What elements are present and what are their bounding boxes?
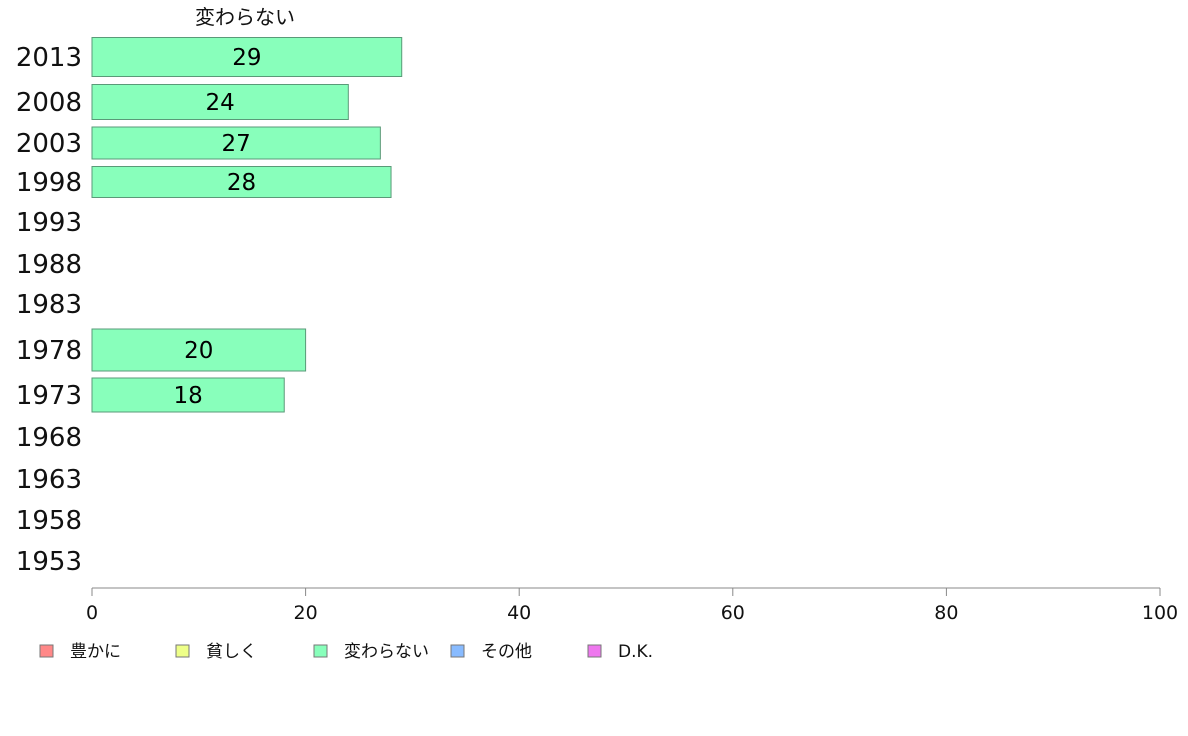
category-label-1998: 1998 bbox=[16, 168, 82, 198]
x-tick-label-0: 0 bbox=[86, 602, 98, 624]
category-label-2003: 2003 bbox=[16, 129, 82, 159]
legend-label-3: その他 bbox=[481, 642, 532, 662]
bar-value-label-2013: 29 bbox=[232, 45, 261, 71]
x-tick-label-80: 80 bbox=[934, 602, 958, 624]
bar-value-label-1978: 20 bbox=[184, 338, 213, 364]
category-label-1988: 1988 bbox=[16, 250, 82, 280]
category-label-1973: 1973 bbox=[16, 381, 82, 411]
bar-value-label-1998: 28 bbox=[227, 170, 256, 196]
legend-label-4: D.K. bbox=[618, 642, 653, 662]
x-axis: 0 20 40 60 80 100 bbox=[86, 587, 1178, 624]
category-label-1993: 1993 bbox=[16, 208, 82, 238]
bar-2008 bbox=[91, 84, 349, 120]
legend-swatch-4 bbox=[587, 644, 602, 658]
legend-label-1: 貧しく bbox=[206, 642, 257, 662]
legend-swatch-1 bbox=[175, 644, 190, 658]
bar-value-label-2008: 24 bbox=[206, 90, 235, 116]
legend-label-0: 豊かに bbox=[70, 642, 121, 662]
category-label-2008: 2008 bbox=[16, 88, 82, 118]
bars-layer: 29 24 27 28 20 18 bbox=[91, 37, 403, 413]
bar-1998 bbox=[91, 166, 392, 198]
bar-value-label-1973: 18 bbox=[173, 383, 202, 409]
legend-swatch-3 bbox=[450, 644, 465, 658]
bar-value-label-2003: 27 bbox=[222, 131, 251, 157]
category-label-1968: 1968 bbox=[16, 423, 82, 453]
legend-label-2: 変わらない bbox=[344, 642, 429, 662]
x-tick-label-40: 40 bbox=[507, 602, 531, 624]
category-label-1963: 1963 bbox=[16, 465, 82, 495]
category-label-1958: 1958 bbox=[16, 506, 82, 536]
legend-swatch-2 bbox=[313, 644, 328, 658]
category-label-1983: 1983 bbox=[16, 290, 82, 320]
bar-2013 bbox=[91, 37, 403, 77]
category-label-1953: 1953 bbox=[16, 547, 82, 577]
x-tick-label-60: 60 bbox=[721, 602, 745, 624]
legend: 豊かに 貧しく 変わらない その他 D.K. bbox=[39, 642, 653, 662]
legend-swatch-0 bbox=[39, 644, 54, 658]
series-title: 変わらない bbox=[195, 5, 295, 29]
x-tick-label-100: 100 bbox=[1142, 602, 1178, 624]
bar-1973 bbox=[91, 377, 285, 413]
category-labels: 2013 2008 2003 1998 1993 1988 1983 1978 1973 1968… bbox=[16, 43, 82, 577]
x-tick-label-20: 20 bbox=[294, 602, 318, 624]
category-label-1978: 1978 bbox=[16, 336, 82, 366]
category-label-2013: 2013 bbox=[16, 43, 82, 73]
bar-1978 bbox=[91, 328, 307, 372]
bar-2003 bbox=[91, 126, 381, 160]
